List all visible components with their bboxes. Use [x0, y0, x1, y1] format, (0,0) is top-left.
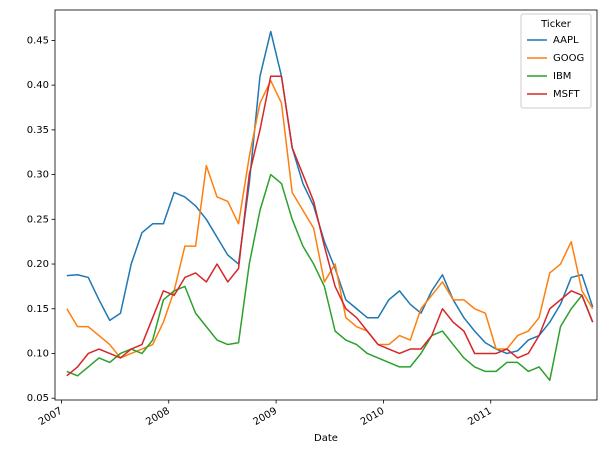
series-line — [66, 79, 594, 359]
x-tick-label: 2010 — [359, 406, 387, 428]
x-tick-label: 2008 — [144, 406, 172, 428]
x-tick-label: 2007 — [37, 406, 65, 428]
legend-box — [520, 13, 592, 109]
y-tick-label: 0.20 — [27, 259, 49, 270]
x-tick-label: 2009 — [252, 406, 280, 428]
y-tick-label: 0.15 — [27, 304, 49, 315]
legend-title: Ticker — [540, 19, 572, 30]
y-tick-label: 0.30 — [27, 170, 49, 181]
x-axis-label: Date — [314, 433, 338, 444]
x-tick-label: 2011 — [466, 406, 494, 428]
legend-label: IBM — [553, 71, 571, 82]
legend-label: GOOG — [553, 53, 584, 64]
series-line — [66, 173, 594, 382]
legend-label: AAPL — [553, 35, 579, 46]
y-tick-label: 0.35 — [27, 125, 49, 136]
series-line — [66, 75, 594, 377]
plot-frame — [54, 9, 598, 401]
series-line — [66, 30, 594, 355]
y-tick-label: 0.25 — [27, 214, 49, 225]
y-tick-label: 0.05 — [27, 393, 49, 404]
y-tick-label: 0.45 — [27, 35, 49, 46]
legend-label: MSFT — [553, 89, 581, 100]
y-tick-label: 0.40 — [27, 80, 49, 91]
y-tick-label: 0.10 — [27, 348, 49, 359]
